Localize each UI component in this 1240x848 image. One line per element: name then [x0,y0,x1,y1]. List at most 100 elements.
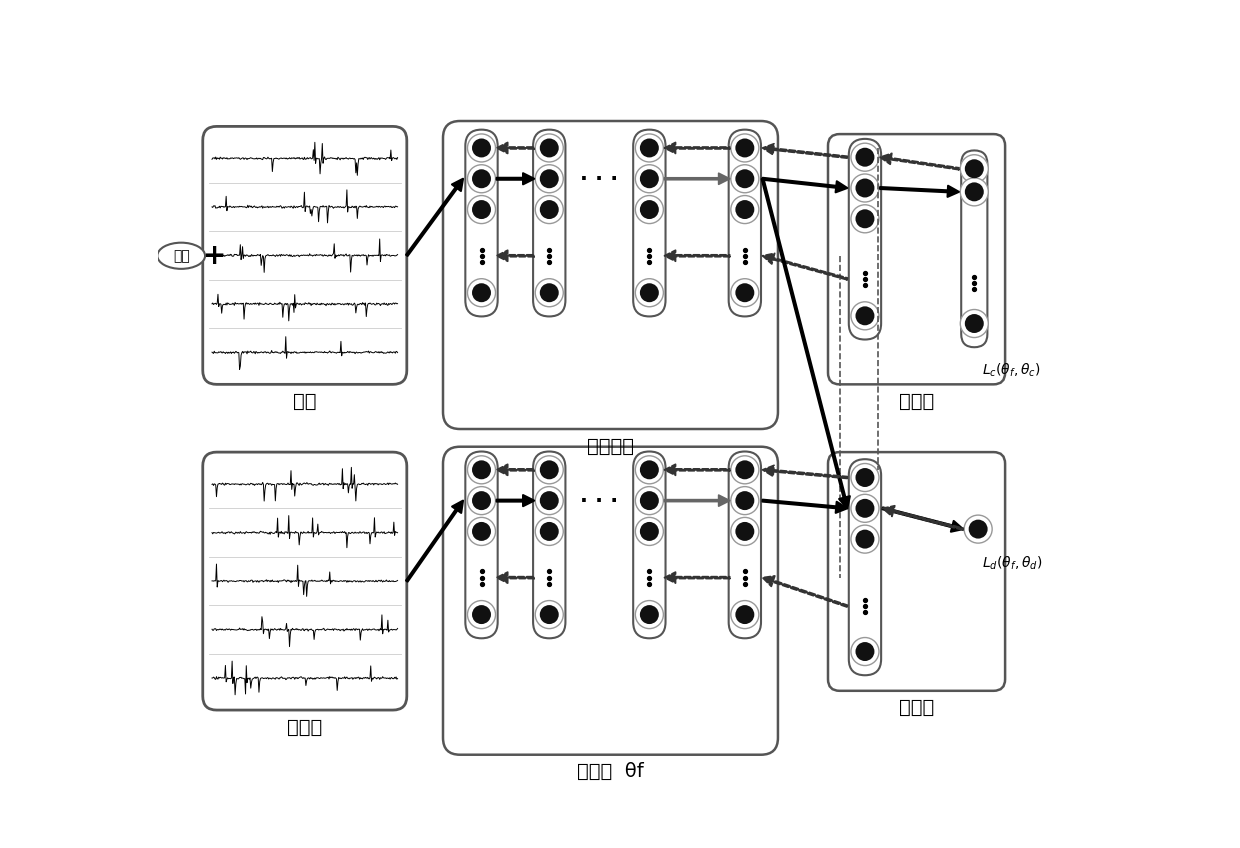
FancyBboxPatch shape [634,130,666,316]
FancyArrowPatch shape [880,186,959,197]
Circle shape [536,456,563,484]
Circle shape [730,600,759,628]
Circle shape [472,605,491,624]
Circle shape [851,494,879,522]
Circle shape [539,522,559,541]
Circle shape [735,283,754,302]
Text: 目标域: 目标域 [288,717,322,737]
Circle shape [472,460,491,479]
Circle shape [960,310,988,338]
Circle shape [960,178,988,206]
FancyArrowPatch shape [665,142,730,153]
Circle shape [472,491,491,510]
FancyArrowPatch shape [763,178,847,192]
FancyArrowPatch shape [883,505,963,530]
FancyArrowPatch shape [763,576,848,607]
FancyArrowPatch shape [496,572,534,583]
Circle shape [472,170,491,188]
FancyArrowPatch shape [665,173,730,184]
Circle shape [640,200,658,219]
Circle shape [856,468,874,487]
Circle shape [851,174,879,202]
Circle shape [539,460,559,479]
Circle shape [467,517,496,545]
Text: · · ·: · · · [580,169,619,189]
Circle shape [730,456,759,484]
FancyBboxPatch shape [203,126,407,384]
Circle shape [635,165,663,192]
Circle shape [965,182,983,201]
Circle shape [856,499,874,518]
FancyBboxPatch shape [443,447,777,755]
FancyArrowPatch shape [496,464,534,476]
Circle shape [960,154,988,183]
Circle shape [536,279,563,307]
FancyBboxPatch shape [465,451,497,639]
Circle shape [539,170,559,188]
Circle shape [467,165,496,192]
Circle shape [735,605,754,624]
Circle shape [467,279,496,307]
Circle shape [856,179,874,198]
Text: 生成器  θf: 生成器 θf [577,762,644,781]
FancyBboxPatch shape [533,451,565,639]
Circle shape [851,464,879,492]
Circle shape [635,517,663,545]
FancyBboxPatch shape [203,452,407,710]
Text: +: + [203,242,227,270]
Circle shape [536,165,563,192]
FancyArrowPatch shape [405,179,463,256]
Circle shape [730,517,759,545]
Circle shape [730,165,759,192]
Circle shape [735,170,754,188]
Circle shape [539,283,559,302]
Text: 判别器: 判别器 [899,698,934,717]
FancyBboxPatch shape [729,130,761,316]
Circle shape [640,491,658,510]
Circle shape [851,143,879,171]
Circle shape [735,522,754,541]
FancyBboxPatch shape [849,139,882,339]
Circle shape [735,491,754,510]
FancyArrowPatch shape [405,500,463,582]
Circle shape [735,200,754,219]
FancyBboxPatch shape [465,130,497,316]
Circle shape [730,134,759,162]
Circle shape [635,456,663,484]
Circle shape [968,520,987,538]
FancyBboxPatch shape [634,451,666,639]
Circle shape [539,138,559,158]
FancyArrowPatch shape [763,466,847,478]
FancyArrowPatch shape [763,254,847,280]
Text: $L_d(\theta_f,\theta_d)$: $L_d(\theta_f,\theta_d)$ [982,555,1043,572]
Text: $L_c(\theta_f,\theta_c)$: $L_c(\theta_f,\theta_c)$ [982,362,1040,379]
Circle shape [856,642,874,661]
Circle shape [730,487,759,515]
FancyArrowPatch shape [763,499,847,513]
Circle shape [539,491,559,510]
Circle shape [536,134,563,162]
FancyBboxPatch shape [443,121,777,429]
Circle shape [965,515,992,543]
Circle shape [467,487,496,515]
Circle shape [856,530,874,549]
Circle shape [856,209,874,228]
Circle shape [730,196,759,224]
Circle shape [965,314,983,333]
Circle shape [965,159,983,178]
Text: · · ·: · · · [580,491,619,510]
Circle shape [536,487,563,515]
FancyArrowPatch shape [665,464,730,476]
Circle shape [635,134,663,162]
Circle shape [635,279,663,307]
Circle shape [851,302,879,330]
Circle shape [467,196,496,224]
Circle shape [640,605,658,624]
Circle shape [856,306,874,326]
Text: 标签: 标签 [172,248,190,263]
Circle shape [635,600,663,628]
Circle shape [635,196,663,224]
Text: 分类器: 分类器 [899,392,934,410]
Circle shape [730,279,759,307]
Circle shape [536,517,563,545]
